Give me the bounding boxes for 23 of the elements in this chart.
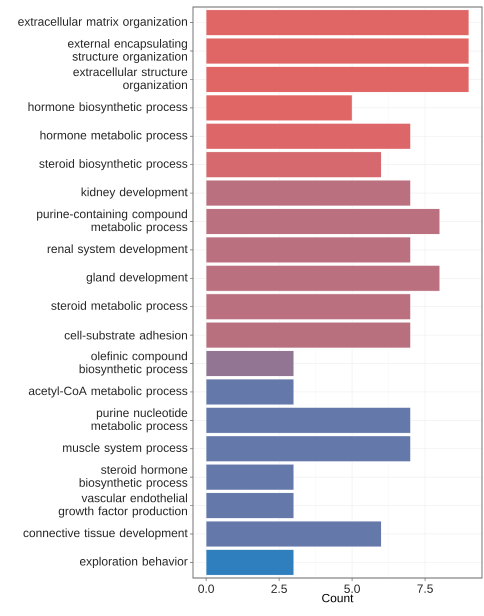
y-tick-label: renal system development <box>48 244 188 256</box>
x-axis-title: Count <box>322 594 354 602</box>
x-tick-label: 2.5 <box>271 584 287 593</box>
y-tick-label: olefinic compound biosynthetic process <box>80 351 188 376</box>
y-tick-label: purine-containing compound metabolic process <box>37 209 188 234</box>
y-tick-label: acetyl-CoA metabolic process <box>28 386 188 398</box>
x-tick-label: 5.0 <box>344 584 360 593</box>
y-tick-label: extracellular structure organization <box>73 67 188 92</box>
y-tick-label: hormone metabolic process <box>40 130 188 142</box>
y-tick-label: gland development <box>86 272 188 284</box>
y-tick-label: steroid metabolic process <box>51 301 188 312</box>
y-tick-label: extracellular matrix organization <box>18 17 187 28</box>
y-tick-label: vascular endothelial growth factor production <box>58 494 188 518</box>
y-tick-label: exploration behavior <box>80 556 188 568</box>
y-tick-label: hormone biosynthetic process <box>28 102 188 114</box>
y-tick-label: connective tissue development <box>23 528 188 540</box>
y-tick-label: purine nucleotide metabolic process <box>92 408 188 432</box>
y-tick-label: muscle system process <box>63 443 188 454</box>
y-tick-label: cell-substrate adhesion <box>64 330 187 340</box>
x-tick-label: 7.5 <box>417 584 433 593</box>
y-tick-label: steroid biosynthetic process <box>39 159 188 170</box>
y-tick-label: kidney development <box>82 188 188 199</box>
x-tick-label: 0.0 <box>198 584 214 593</box>
